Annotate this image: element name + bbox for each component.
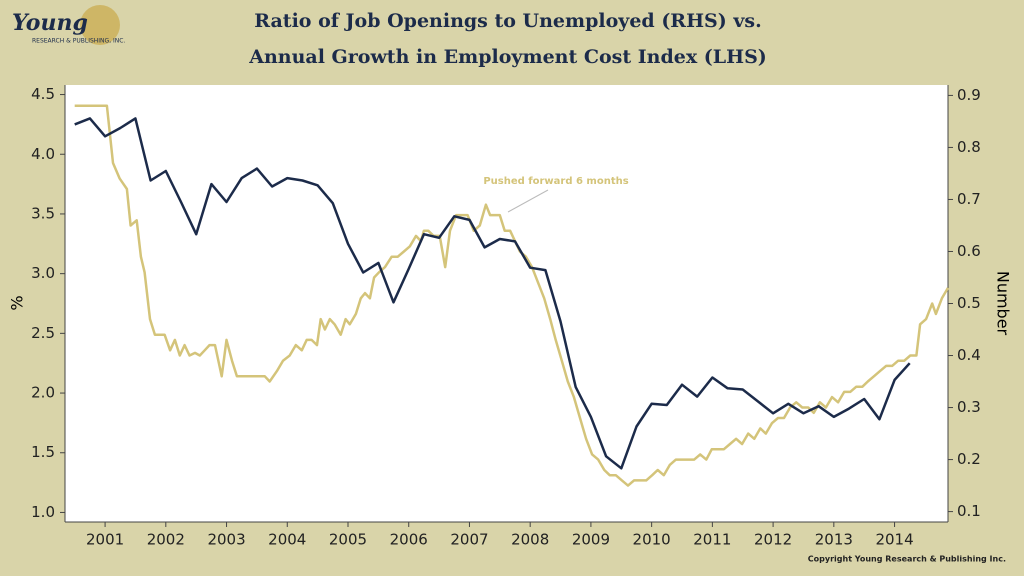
y2-tick-label: 0.8: [957, 138, 981, 156]
x-tick-label: 2002: [147, 531, 185, 549]
y-tick-label: 2.0: [31, 384, 55, 402]
x-tick-label: 2012: [754, 531, 792, 549]
y2-tick-label: 0.2: [957, 450, 981, 468]
copyright: Copyright Young Research & Publishing In…: [808, 555, 1006, 564]
y-tick-label: 1.5: [31, 443, 55, 461]
x-tick-label: 2007: [450, 531, 488, 549]
x-tick-label: 2013: [815, 531, 853, 549]
y-tick-label: 4.0: [31, 145, 55, 163]
logo-name: Young: [12, 10, 88, 36]
y-axis-label: %: [8, 295, 27, 310]
y-tick-label: 3.0: [31, 264, 55, 282]
annotation-leader: [507, 189, 549, 213]
annotation: Pushed forward 6 months: [483, 176, 628, 187]
chart-title: Ratio of Job Openings to Unemployed (RHS…: [254, 10, 761, 32]
y2-tick-label: 0.7: [957, 190, 981, 208]
y2-tick-label: 0.6: [957, 242, 981, 260]
x-tick-label: 2010: [633, 531, 671, 549]
y-tick-label: 2.5: [31, 324, 55, 342]
x-tick-label: 2001: [86, 531, 124, 549]
x-tick-label: 2011: [693, 531, 731, 549]
x-tick-label: 2009: [572, 531, 610, 549]
series-line: [74, 104, 950, 487]
y2-tick-label: 0.4: [957, 346, 981, 364]
y2-tick-label: 0.9: [957, 86, 981, 104]
logo-mark: [80, 5, 120, 45]
plot-area: [65, 85, 948, 522]
logo-subtitle: RESEARCH & PUBLISHING, INC.: [32, 38, 125, 45]
x-tick-label: 2005: [329, 531, 367, 549]
y-tick-label: 1.0: [31, 503, 55, 521]
x-tick-label: 2003: [207, 531, 245, 549]
y2-axis-label: Number: [994, 271, 1013, 336]
x-tick-label: 2006: [390, 531, 428, 549]
y2-tick-label: 0.1: [957, 502, 981, 520]
y-tick-label: 3.5: [31, 204, 55, 222]
x-tick-label: 2014: [875, 531, 913, 549]
series-line: [74, 117, 911, 470]
chart-title: Annual Growth in Employment Cost Index (…: [248, 46, 767, 68]
x-tick-label: 2004: [268, 531, 306, 549]
y2-tick-label: 0.5: [957, 294, 981, 312]
x-tick-label: 2008: [511, 531, 549, 549]
y2-tick-label: 0.3: [957, 398, 981, 416]
y-tick-label: 4.5: [31, 85, 55, 103]
